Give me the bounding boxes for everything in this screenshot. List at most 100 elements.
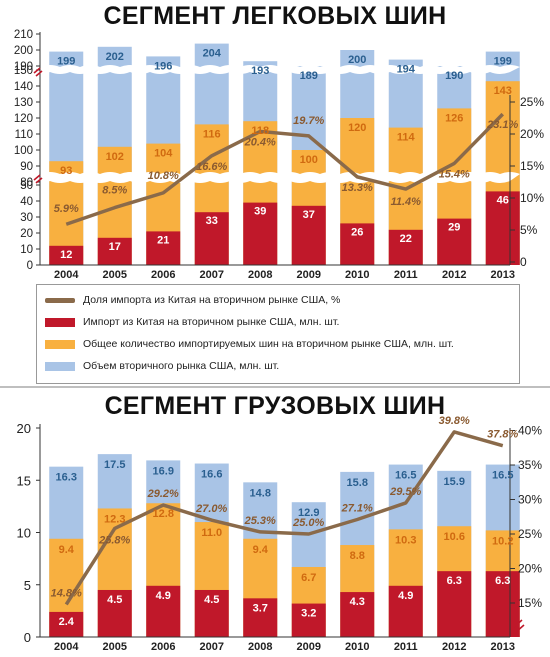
legend: Доля импорта из Китая на вторичном рынке… xyxy=(36,284,520,384)
y-tick-label-right: 10% xyxy=(520,191,544,205)
data-label-share: 25.3% xyxy=(244,515,276,527)
data-label-market: 199 xyxy=(494,56,512,68)
y-tick-label-left: 80 xyxy=(20,177,33,189)
y-tick-label-left: 5 xyxy=(24,578,31,593)
data-label-imports: 104 xyxy=(154,148,173,160)
data-label-market: 199 xyxy=(57,56,75,68)
data-label-imports: 120 xyxy=(348,122,366,134)
data-label-china: 4.3 xyxy=(350,596,365,608)
data-label-market: 17.5 xyxy=(104,459,125,471)
x-tick-label: 2010 xyxy=(345,641,369,653)
data-label-share: 8.5% xyxy=(102,185,127,197)
y-tick-label-left: 190 xyxy=(14,61,33,73)
x-tick-label: 2011 xyxy=(394,269,418,281)
bar-china xyxy=(340,592,375,637)
share-line xyxy=(65,112,504,226)
data-label-imports: 116 xyxy=(203,128,221,140)
y-tick-label-left: 0 xyxy=(24,630,31,645)
passenger-tire-chart: 0102030405080901001101201301401501902002… xyxy=(0,29,544,281)
y-tick-label-left: 40 xyxy=(20,196,33,208)
data-label-china: 22 xyxy=(400,233,412,245)
x-tick-label: 2010 xyxy=(345,269,369,281)
data-label-share: 29.5% xyxy=(389,486,421,498)
data-label-market: 194 xyxy=(397,64,416,76)
x-tick-label: 2008 xyxy=(248,641,272,653)
data-label-china: 33 xyxy=(206,215,218,227)
y-tick-label-right: 20% xyxy=(520,127,544,141)
bar-china xyxy=(49,611,84,637)
data-label-imports: 102 xyxy=(106,151,124,163)
data-label-china: 3.2 xyxy=(301,608,316,620)
data-label-imports: 10.6 xyxy=(444,531,465,543)
data-label-share: 11.4% xyxy=(391,196,422,208)
chart-title-truck: СЕГМЕНТ ГРУЗОВЫХ ШИН xyxy=(104,392,446,420)
bar-china xyxy=(388,585,423,637)
x-tick-label: 2008 xyxy=(248,269,272,281)
y-tick-label-right: 30% xyxy=(518,493,542,507)
legend-label-market: Объем вторичного рынка США, млн. шт. xyxy=(83,360,280,372)
data-label-imports: 126 xyxy=(445,112,463,124)
y-tick-label-left: 10 xyxy=(20,244,33,256)
data-label-imports: 143 xyxy=(494,85,512,97)
y-tick-label-left: 15 xyxy=(17,473,31,488)
bar-china xyxy=(243,598,278,637)
y-tick-label-left: 10 xyxy=(17,526,31,541)
chart-title-passenger: СЕГМЕНТ ЛЕГКОВЫХ ШИН xyxy=(103,2,447,30)
y-tick-label-right: 20% xyxy=(518,562,542,576)
x-tick-label: 2006 xyxy=(151,269,175,281)
data-label-share: 39.8% xyxy=(439,415,470,427)
y-tick-label-left: 50 xyxy=(20,180,33,192)
data-label-market: 15.9 xyxy=(444,476,465,488)
data-label-share: 25.8% xyxy=(98,534,130,546)
data-label-china: 3.7 xyxy=(253,602,268,614)
x-tick-label: 2004 xyxy=(54,641,79,653)
x-tick-label: 2007 xyxy=(200,641,224,653)
axis-break-mark xyxy=(513,619,525,633)
data-label-market: 16.9 xyxy=(153,465,174,477)
y-tick-label-right: 25% xyxy=(518,527,542,541)
data-label-imports: 10.3 xyxy=(395,534,416,546)
y-tick-label-left: 140 xyxy=(14,81,33,93)
x-tick-label: 2012 xyxy=(442,641,466,653)
data-label-share: 25.0% xyxy=(292,517,324,529)
data-label-china: 17 xyxy=(109,241,121,253)
data-label-imports: 10.2 xyxy=(492,535,513,547)
data-label-share: 16.6% xyxy=(196,161,227,173)
bar-china xyxy=(291,205,326,265)
bar-china xyxy=(388,229,423,265)
y-tick-label-left: 150 xyxy=(14,65,33,77)
data-label-china: 37 xyxy=(303,209,315,221)
legend-swatch-market xyxy=(45,361,75,371)
data-label-market: 193 xyxy=(251,65,269,77)
data-label-china: 4.5 xyxy=(204,594,219,606)
axis-break-mark xyxy=(33,67,43,77)
x-tick-label: 2009 xyxy=(297,641,321,653)
data-label-share: 5.9% xyxy=(54,203,79,215)
bar-china xyxy=(146,231,181,265)
bar-china xyxy=(49,245,84,265)
data-label-china: 29 xyxy=(448,222,460,234)
x-tick-label: 2006 xyxy=(151,641,175,653)
data-label-share: 23.1% xyxy=(486,119,518,131)
data-label-share: 15.4% xyxy=(439,168,470,180)
data-label-share: 14.8% xyxy=(51,587,82,599)
y-tick-label-left: 210 xyxy=(14,29,33,41)
data-label-imports: 11.0 xyxy=(201,527,222,539)
data-label-china: 2.4 xyxy=(59,616,75,628)
bar-china xyxy=(97,589,132,637)
bar-china xyxy=(340,223,375,265)
data-label-market: 202 xyxy=(106,51,124,63)
x-tick-label: 2005 xyxy=(103,269,127,281)
data-label-china: 6.3 xyxy=(447,575,462,587)
data-label-china: 4.9 xyxy=(398,590,413,602)
legend-label-imports: Общее количество импортируемых шин на вт… xyxy=(83,338,454,350)
y-tick-label-left: 110 xyxy=(15,129,33,141)
data-label-imports: 8.8 xyxy=(350,550,365,562)
x-tick-label: 2009 xyxy=(297,269,321,281)
data-label-imports: 9.4 xyxy=(253,544,269,556)
y-tick-label-right: 5% xyxy=(520,223,538,237)
y-tick-label-left: 30 xyxy=(20,212,33,224)
x-tick-label: 2007 xyxy=(200,269,224,281)
separator xyxy=(0,386,550,388)
